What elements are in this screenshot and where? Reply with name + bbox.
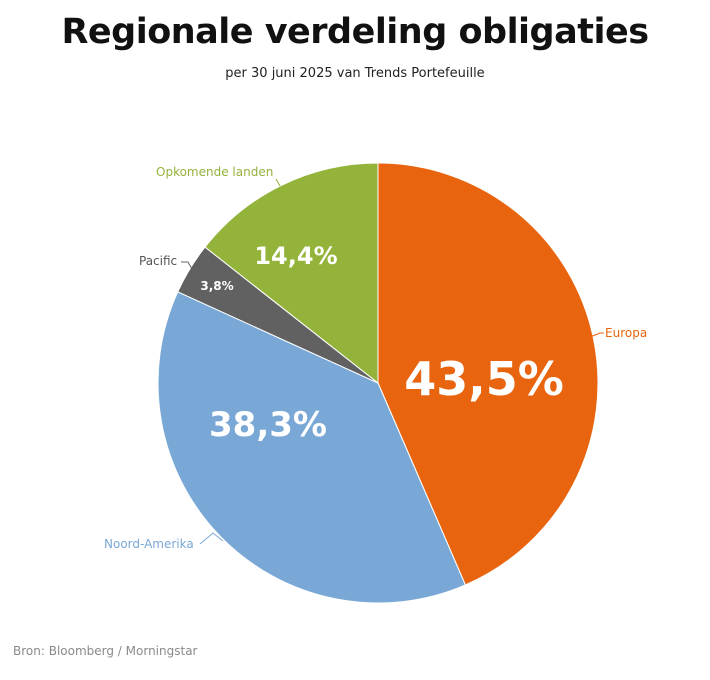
pie-slice-europa — [377, 162, 599, 586]
value-label-pacific: 3,8% — [200, 279, 233, 293]
pie-slices — [157, 162, 599, 604]
callout-line-pacific — [181, 261, 193, 270]
value-label-europa: 43,5% — [404, 352, 564, 406]
value-label-opkomende-landen: 14,4% — [254, 242, 337, 270]
callout-label-europa: Europa — [605, 326, 647, 340]
callout-line-opkomende-landen — [275, 178, 281, 187]
pie-slice-noord-amerika — [157, 291, 467, 604]
pie-slice-opkomende-landen — [204, 162, 379, 385]
callout-label-noord-amerika: Noord-Amerika — [104, 537, 194, 551]
pie-callouts: Europa Noord-Amerika Pacific Opkomende l… — [104, 165, 647, 551]
callout-label-pacific: Pacific — [139, 254, 177, 268]
chart-subtitle: per 30 juni 2025 van Trends Portefeuille — [225, 66, 485, 81]
value-label-noord-amerika: 38,3% — [209, 405, 327, 445]
chart-title: Regionale verdeling obligaties — [61, 12, 649, 52]
source-note: Bron: Bloomberg / Morningstar — [13, 644, 198, 658]
callout-line-noord-amerika — [199, 532, 224, 545]
callout-label-opkomende-landen: Opkomende landen — [156, 165, 273, 179]
pie-value-labels: 43,5% 38,3% 3,8% 14,4% — [200, 242, 563, 445]
callout-line-europa — [589, 332, 604, 338]
